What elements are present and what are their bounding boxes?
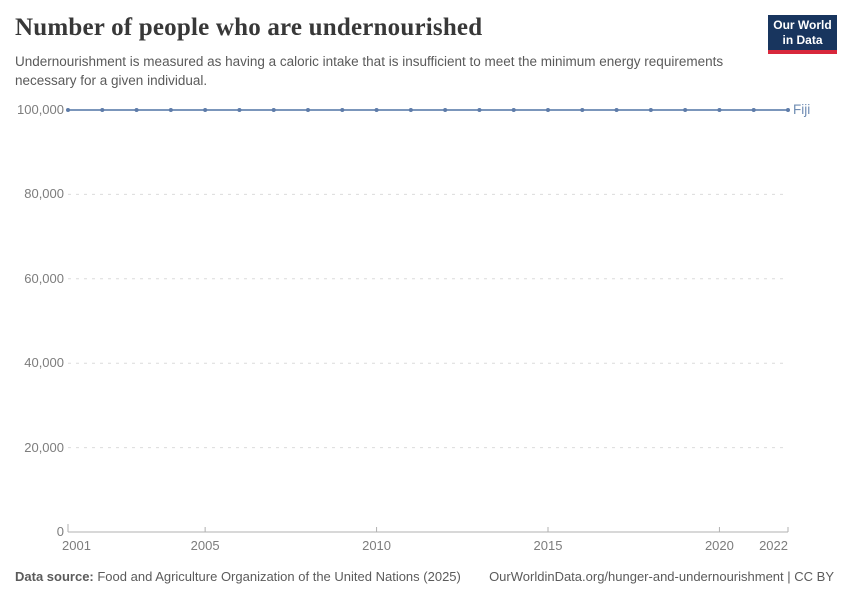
y-axis-tick-label: 100,000 — [17, 102, 64, 117]
data-point[interactable] — [203, 108, 208, 112]
data-source-label: Data source: — [15, 569, 94, 584]
data-point[interactable] — [614, 108, 619, 112]
data-point[interactable] — [511, 108, 516, 112]
data-point[interactable] — [546, 108, 550, 112]
y-axis-tick-label: 80,000 — [24, 186, 64, 202]
license-label: | CC BY — [783, 569, 834, 584]
data-point[interactable] — [717, 108, 722, 112]
y-axis-tick-label: 0 — [56, 524, 64, 539]
license-note: OurWorldinData.org/hunger-and-undernouri… — [489, 569, 834, 584]
series-entity-label[interactable]: Fiji — [793, 102, 811, 117]
data-point[interactable] — [374, 108, 379, 112]
data-point[interactable] — [443, 108, 448, 112]
y-axis-tick-label: 60,000 — [24, 270, 64, 286]
data-point[interactable] — [786, 108, 790, 112]
data-point[interactable] — [271, 108, 276, 112]
x-axis-tick-label: 2022 — [759, 538, 788, 553]
data-point[interactable] — [751, 108, 756, 112]
data-point[interactable] — [408, 108, 413, 112]
data-point[interactable] — [580, 108, 585, 112]
x-axis-tick-label: 2010 — [362, 538, 392, 553]
x-axis-tick-label: 2005 — [190, 538, 220, 553]
data-point[interactable] — [340, 108, 345, 112]
data-point[interactable] — [648, 108, 653, 112]
x-axis-tick-label: 2015 — [533, 538, 563, 553]
data-point[interactable] — [683, 108, 688, 112]
data-point[interactable] — [306, 108, 310, 112]
data-point[interactable] — [477, 108, 482, 112]
y-axis-tick-label: 40,000 — [24, 355, 64, 371]
page-title: Number of people who are undernourished — [15, 14, 483, 41]
owid-logo-line1: Our World — [773, 18, 832, 33]
data-point[interactable] — [237, 108, 242, 112]
data-point[interactable] — [100, 108, 105, 112]
y-axis-tick-label: 20,000 — [24, 439, 64, 455]
data-point[interactable] — [134, 108, 139, 112]
data-point[interactable] — [66, 108, 70, 112]
x-axis-tick-label: 2020 — [704, 538, 734, 553]
page-subtitle: Undernourishment is measured as having a… — [15, 54, 724, 89]
owid-logo-line2: in Data — [782, 32, 823, 47]
owid-url-link[interactable]: OurWorldinData.org/hunger-and-undernouri… — [489, 569, 784, 584]
data-source-text: Food and Agriculture Organization of the… — [93, 569, 461, 584]
x-axis-tick-label: 2001 — [62, 538, 91, 553]
data-source-note: Data source: Food and Agriculture Organi… — [15, 569, 461, 584]
owid-logo[interactable]: Our World in Data — [768, 15, 837, 54]
data-point[interactable] — [168, 108, 173, 112]
